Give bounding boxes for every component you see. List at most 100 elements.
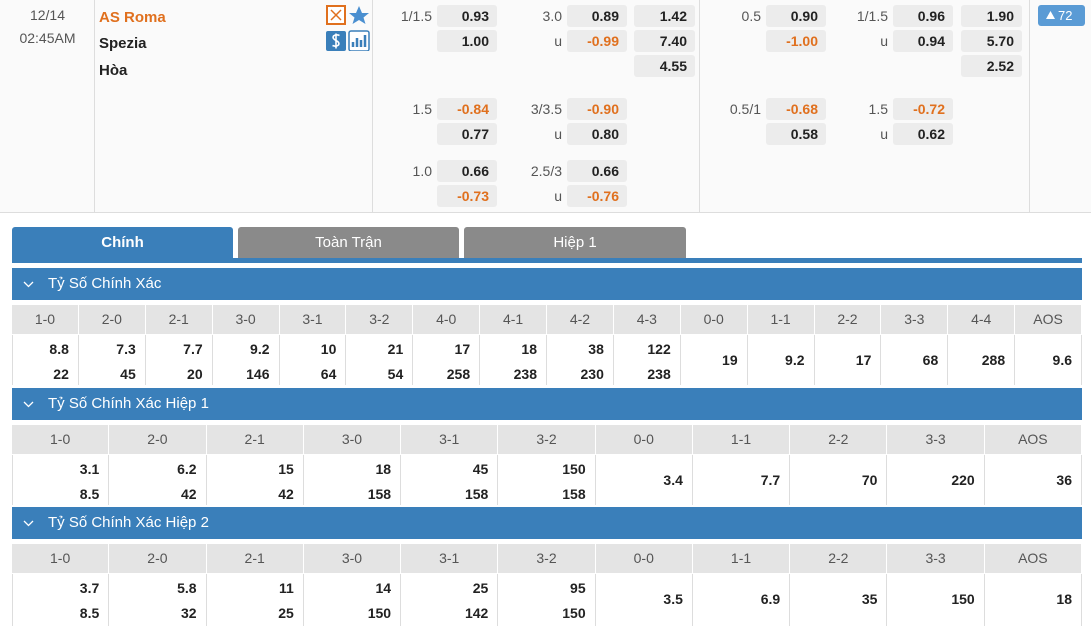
odds-box[interactable]: -0.72: [893, 98, 953, 120]
odds-box[interactable]: 0.94: [893, 30, 953, 52]
score-odds[interactable]: 5.8: [177, 580, 197, 596]
score-odds[interactable]: 230: [580, 366, 604, 382]
odds-box[interactable]: 1.42: [634, 5, 695, 27]
score-odds[interactable]: 3.1: [79, 461, 100, 477]
odds-box[interactable]: -0.73: [437, 185, 497, 207]
tab[interactable]: Hiệp 1: [464, 227, 686, 258]
score-odds[interactable]: 9.2: [250, 341, 270, 357]
score-odds[interactable]: 64: [320, 366, 337, 382]
score-odds[interactable]: 9.2: [785, 352, 805, 368]
odds-box[interactable]: 1.90: [961, 5, 1022, 27]
score-odds[interactable]: 17: [855, 352, 872, 368]
score-odds[interactable]: 3.7: [79, 580, 100, 596]
odds-box[interactable]: 0.66: [567, 160, 627, 182]
score-odds[interactable]: 150: [951, 591, 975, 607]
odds-box[interactable]: 0.62: [893, 123, 953, 145]
score-odds[interactable]: 19: [722, 352, 738, 368]
score-odds[interactable]: 21: [387, 341, 404, 357]
score-odds[interactable]: 150: [562, 605, 586, 621]
score-odds[interactable]: 6.9: [760, 591, 781, 607]
score-odds[interactable]: 18: [521, 341, 537, 357]
score-odds[interactable]: 238: [647, 366, 671, 382]
score-odds[interactable]: 45: [120, 366, 136, 382]
score-odds[interactable]: 158: [464, 486, 489, 502]
tab[interactable]: Chính: [12, 227, 233, 263]
odds-box[interactable]: -0.90: [567, 98, 627, 120]
score-odds[interactable]: 45: [472, 461, 489, 477]
score-odds[interactable]: 220: [951, 472, 975, 488]
score-odds[interactable]: 54: [387, 366, 404, 382]
score-odds[interactable]: 17: [454, 341, 471, 357]
odds-box[interactable]: 0.80: [567, 123, 627, 145]
score-odds[interactable]: 8.5: [79, 486, 100, 502]
away-team[interactable]: Spezia: [99, 35, 147, 52]
odds-box[interactable]: 4.55: [634, 55, 695, 77]
score-odds[interactable]: 158: [562, 486, 586, 502]
score-odds[interactable]: 9.6: [1052, 352, 1072, 368]
odds-box[interactable]: -1.00: [766, 30, 826, 52]
odds-box[interactable]: -0.68: [766, 98, 826, 120]
score-odds[interactable]: 95: [570, 580, 586, 596]
score-odds[interactable]: 18: [375, 461, 392, 477]
score-odds[interactable]: 42: [180, 486, 197, 502]
tab[interactable]: Toàn Trận: [238, 227, 459, 258]
odds-box[interactable]: -0.76: [567, 185, 627, 207]
collapse-icon[interactable]: [23, 520, 34, 527]
score-odds[interactable]: 68: [922, 352, 939, 368]
score-odds[interactable]: 8.5: [79, 605, 100, 621]
odds-box[interactable]: 0.66: [437, 160, 497, 182]
score-odds[interactable]: 7.7: [183, 341, 203, 357]
score-odds[interactable]: 36: [1056, 472, 1072, 488]
odds-box[interactable]: 0.58: [766, 123, 826, 145]
score-odds[interactable]: 146: [246, 366, 270, 382]
odds-box[interactable]: 2.52: [961, 55, 1022, 77]
score-odds[interactable]: 6.2: [177, 461, 197, 477]
score-odds[interactable]: 38: [588, 341, 604, 357]
score-odds[interactable]: 32: [180, 605, 197, 621]
score-odds[interactable]: 15: [278, 461, 294, 477]
score-odds[interactable]: 20: [187, 366, 203, 382]
score-odds[interactable]: 14: [375, 580, 392, 596]
score-odds[interactable]: 70: [861, 472, 878, 488]
score-odds[interactable]: 8.8: [49, 341, 69, 357]
section-header[interactable]: Tỷ Số Chính Xác: [12, 268, 1082, 300]
match-icons[interactable]: [326, 5, 372, 51]
score-odds[interactable]: 7.3: [116, 341, 136, 357]
favorite-icon[interactable]: [349, 6, 369, 24]
odds-box[interactable]: -0.84: [437, 98, 497, 120]
more-odds-button[interactable]: 72: [1038, 5, 1085, 26]
score-odds[interactable]: 22: [53, 366, 69, 382]
score-odds[interactable]: 35: [861, 591, 878, 607]
score-odds[interactable]: 42: [278, 486, 294, 502]
home-team[interactable]: AS Roma: [99, 9, 166, 26]
score-odds[interactable]: 142: [464, 605, 489, 621]
collapse-icon[interactable]: [23, 401, 34, 408]
section-header[interactable]: Tỷ Số Chính Xác Hiệp 1: [12, 388, 1082, 420]
score-odds[interactable]: 11: [278, 580, 294, 596]
score-odds[interactable]: 288: [981, 352, 1006, 368]
odds-box[interactable]: 0.89: [567, 5, 627, 27]
score-odds[interactable]: 18: [1056, 591, 1072, 607]
collapse-icon[interactable]: [23, 281, 34, 288]
score-odds[interactable]: 158: [367, 486, 392, 502]
score-odds[interactable]: 238: [513, 366, 537, 382]
score-odds[interactable]: 3.4: [663, 472, 683, 488]
score-odds[interactable]: 3.5: [663, 591, 683, 607]
score-odds[interactable]: 7.7: [760, 472, 781, 488]
section-header[interactable]: Tỷ Số Chính Xác Hiệp 2: [12, 507, 1082, 539]
odds-box[interactable]: 1.00: [437, 30, 497, 52]
odds-box[interactable]: 5.70: [961, 30, 1022, 52]
odds-box[interactable]: 0.93: [437, 5, 497, 27]
score-odds[interactable]: 25: [472, 580, 489, 596]
odds-box[interactable]: 7.40: [634, 30, 695, 52]
score-odds[interactable]: 122: [647, 341, 671, 357]
odds-box[interactable]: 0.77: [437, 123, 497, 145]
odds-box[interactable]: 0.96: [893, 5, 953, 27]
score-odds[interactable]: 10: [320, 341, 337, 357]
score-odds[interactable]: 25: [278, 605, 294, 621]
odds-box[interactable]: 0.90: [766, 5, 826, 27]
odds-box[interactable]: -0.99: [567, 30, 627, 52]
score-odds[interactable]: 258: [446, 366, 471, 382]
score-odds[interactable]: 150: [367, 605, 392, 621]
score-odds[interactable]: 150: [562, 461, 586, 477]
